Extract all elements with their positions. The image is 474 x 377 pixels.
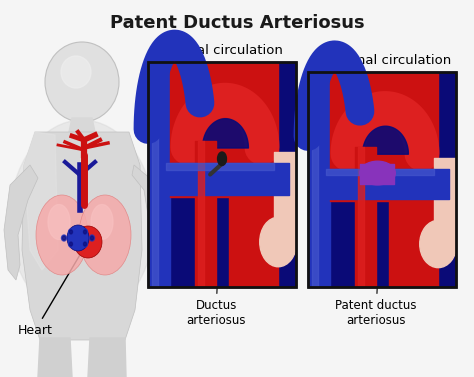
Ellipse shape	[420, 220, 457, 268]
Ellipse shape	[79, 195, 131, 275]
Ellipse shape	[63, 236, 65, 240]
Ellipse shape	[69, 241, 73, 247]
Ellipse shape	[67, 225, 89, 251]
Bar	[308, 72, 456, 287]
Ellipse shape	[82, 229, 88, 235]
Ellipse shape	[9, 120, 155, 320]
Bar	[308, 72, 456, 287]
Polygon shape	[22, 132, 142, 340]
Bar	[148, 62, 296, 287]
Ellipse shape	[91, 204, 113, 239]
Ellipse shape	[70, 242, 73, 246]
Ellipse shape	[48, 204, 70, 239]
Ellipse shape	[90, 235, 94, 241]
Ellipse shape	[69, 229, 73, 235]
Ellipse shape	[36, 195, 88, 275]
Ellipse shape	[91, 236, 93, 240]
Polygon shape	[88, 338, 126, 377]
Ellipse shape	[218, 152, 227, 166]
Text: Heart: Heart	[18, 250, 82, 337]
Text: Patent Ductus Arteriosus: Patent Ductus Arteriosus	[109, 14, 365, 32]
Bar	[148, 62, 296, 287]
Polygon shape	[69, 118, 95, 132]
Text: Abnormal circulation: Abnormal circulation	[313, 54, 451, 67]
Ellipse shape	[83, 230, 86, 234]
Ellipse shape	[74, 226, 102, 258]
Text: Patent ductus
arteriosus: Patent ductus arteriosus	[335, 182, 417, 327]
Ellipse shape	[260, 217, 297, 267]
Ellipse shape	[360, 161, 395, 185]
Polygon shape	[132, 165, 162, 278]
Polygon shape	[24, 132, 58, 270]
Polygon shape	[4, 165, 38, 280]
Text: Normal circulation: Normal circulation	[161, 44, 283, 57]
Ellipse shape	[70, 230, 73, 234]
Ellipse shape	[61, 56, 91, 88]
Ellipse shape	[82, 241, 88, 247]
Polygon shape	[38, 338, 72, 377]
Ellipse shape	[45, 42, 119, 122]
Ellipse shape	[62, 235, 66, 241]
Ellipse shape	[83, 242, 86, 246]
Text: Ductus
arteriosus: Ductus arteriosus	[186, 168, 246, 327]
